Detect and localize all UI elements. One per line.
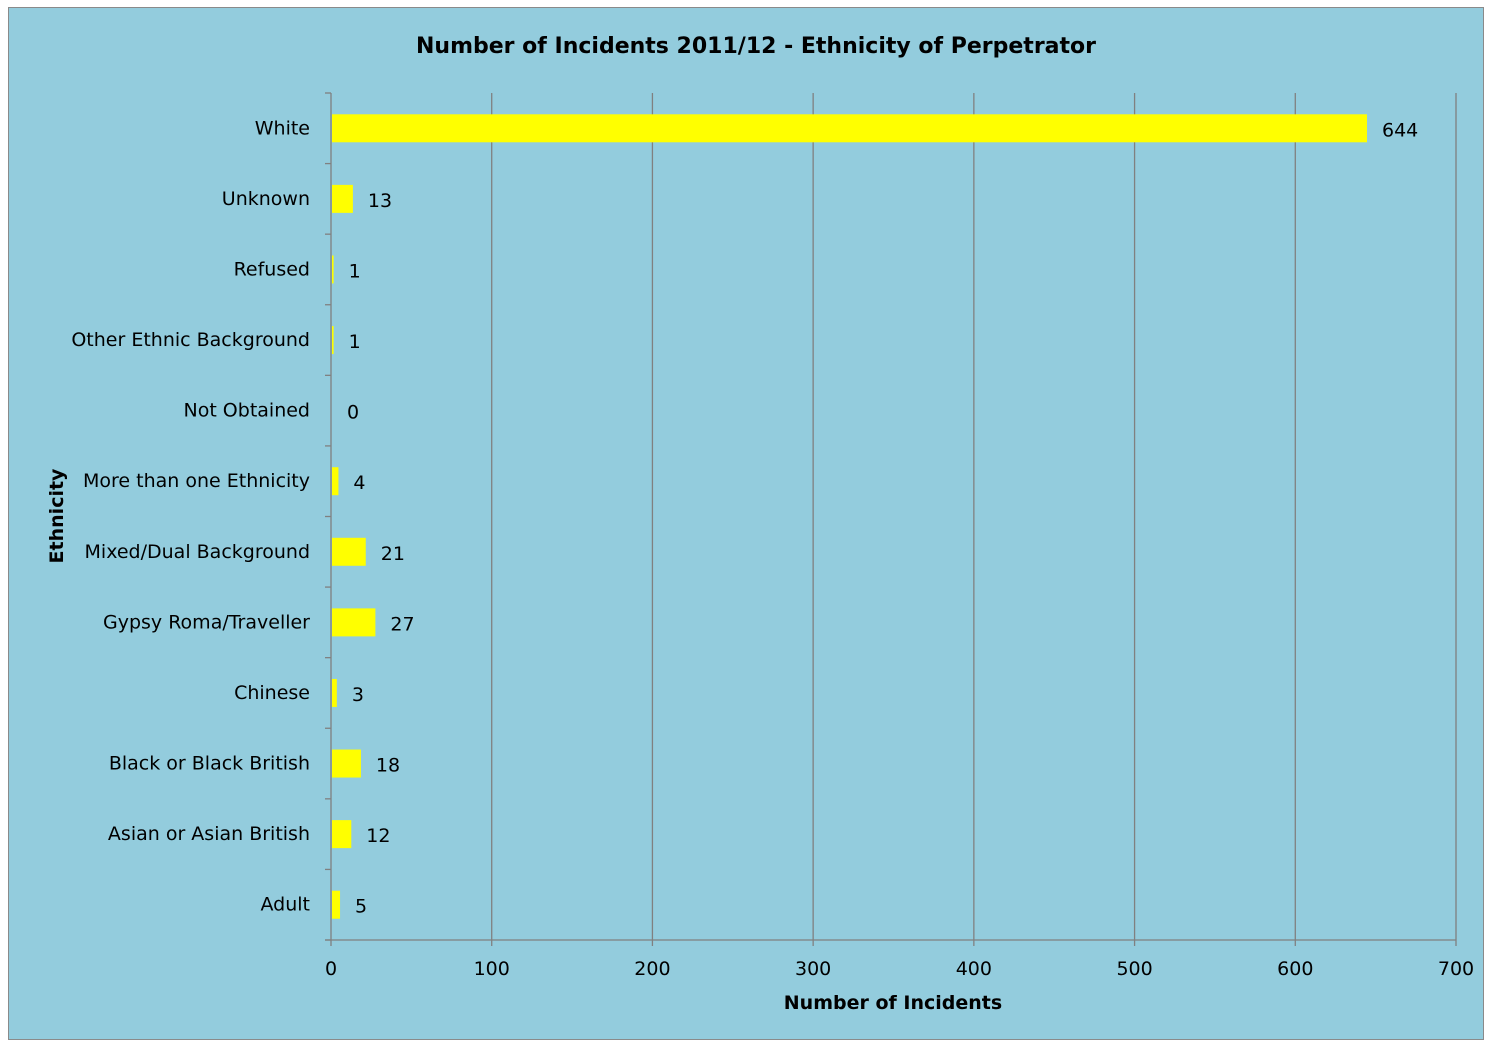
category-label: Not Obtained — [183, 400, 310, 422]
category-label: Black or Black British — [109, 753, 310, 775]
data-label: 4 — [353, 472, 365, 494]
bar — [332, 255, 334, 284]
data-label: 0 — [347, 402, 359, 424]
bar — [332, 537, 366, 566]
category-label: Mixed/Dual Background — [85, 541, 310, 563]
category-label: Refused — [234, 258, 310, 280]
bar — [332, 467, 339, 496]
category-label: More than one Ethnicity — [83, 470, 310, 492]
chart-title: Number of Incidents 2011/12 - Ethnicity … — [416, 34, 1096, 59]
data-label: 1 — [349, 260, 361, 282]
bar — [332, 749, 361, 778]
category-label: Other Ethnic Background — [71, 329, 310, 351]
bars — [332, 114, 1367, 919]
data-label: 5 — [355, 896, 367, 918]
axes — [325, 92, 1457, 946]
bar — [332, 678, 337, 707]
x-tick-label: 700 — [1438, 958, 1474, 980]
x-tick-label: 200 — [634, 958, 670, 980]
chart-frame — [8, 7, 1484, 1040]
data-label: 13 — [368, 190, 392, 212]
category-label: Gypsy Roma/Traveller — [103, 611, 310, 633]
data-label: 644 — [1382, 119, 1418, 141]
bar — [332, 184, 353, 213]
bar — [332, 820, 352, 849]
category-label: Adult — [261, 894, 311, 916]
bar — [332, 114, 1367, 143]
data-label: 1 — [349, 331, 361, 353]
category-label: Chinese — [234, 682, 310, 704]
data-label: 18 — [376, 755, 400, 777]
category-label: Asian or Asian British — [108, 823, 310, 845]
data-label: 3 — [352, 684, 364, 706]
bar — [332, 890, 341, 919]
data-label: 27 — [390, 613, 414, 635]
x-tick-label: 400 — [956, 958, 992, 980]
x-tick-label: 0 — [325, 958, 337, 980]
gridlines — [491, 93, 1457, 940]
bar — [332, 326, 334, 355]
x-tick-label: 100 — [474, 958, 510, 980]
category-label: White — [255, 117, 310, 139]
x-axis-title: Number of Incidents — [784, 992, 1002, 1014]
data-label: 12 — [366, 825, 390, 847]
x-tick-label: 300 — [795, 958, 831, 980]
data-label: 21 — [381, 543, 405, 565]
category-label: Unknown — [222, 188, 310, 210]
x-tick-label: 600 — [1277, 958, 1313, 980]
bar — [332, 608, 376, 637]
y-axis-title: Ethnicity — [46, 468, 68, 563]
x-tick-label: 500 — [1116, 958, 1152, 980]
